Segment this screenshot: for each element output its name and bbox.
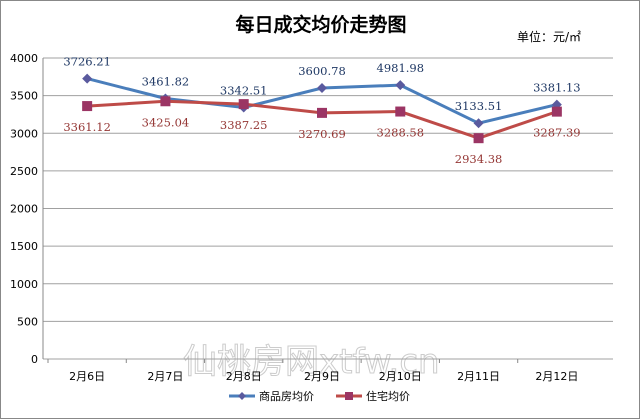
data-label: 3425.04 [142,115,190,129]
x-tick-label: 2月9日 [304,370,340,383]
x-tick-label: 2月11日 [457,370,500,383]
data-label: 3342.51 [220,83,268,97]
legend-marker [345,392,353,400]
y-tick-label: 2500 [10,165,38,178]
chart-title: 每日成交均价走势图 [235,13,406,36]
x-tick-label: 2月7日 [147,370,183,383]
x-tick-label: 2月8日 [226,370,262,383]
data-point [238,99,249,110]
x-tick-label: 2月12日 [535,370,578,383]
data-label: 3600.78 [298,64,346,78]
y-tick-label: 500 [17,315,38,328]
data-label: 3381.13 [533,81,581,95]
y-tick-label: 1500 [10,240,38,253]
data-label: 4981.98 [377,61,425,75]
y-tick-label: 3000 [10,127,38,140]
data-point [160,96,171,107]
data-point [395,80,406,91]
legend-label: 住宅均价 [366,389,410,403]
legend-label: 商品房均价 [259,389,314,403]
legend-marker [238,392,246,400]
data-label: 3361.12 [63,120,111,134]
data-point [82,73,93,84]
data-label: 3461.82 [142,74,190,88]
unit-label: 单位：元/㎡ [517,29,581,44]
data-point [551,106,562,117]
data-point [395,106,406,117]
data-label: 3287.39 [533,126,581,140]
y-tick-label: 4000 [10,52,38,65]
data-label: 3726.21 [63,55,111,69]
data-point [82,101,93,112]
y-tick-label: 2000 [10,203,38,216]
data-point [317,107,327,118]
y-tick-label: 1000 [10,278,38,291]
data-point [317,83,327,94]
data-label: 3288.58 [377,126,425,140]
data-label: 3270.69 [298,127,346,141]
y-tick-label: 3500 [10,90,38,103]
data-point [473,118,484,129]
x-tick-label: 2月6日 [69,370,105,383]
x-tick-label: 2月10日 [379,370,422,383]
watermark: 仙桃房网xtfw.cn [183,342,440,382]
data-label: 3387.25 [220,118,268,132]
data-point [473,133,484,144]
data-label: 2934.38 [455,152,503,166]
y-tick-label: 0 [31,353,38,366]
data-label: 3133.51 [455,99,503,113]
